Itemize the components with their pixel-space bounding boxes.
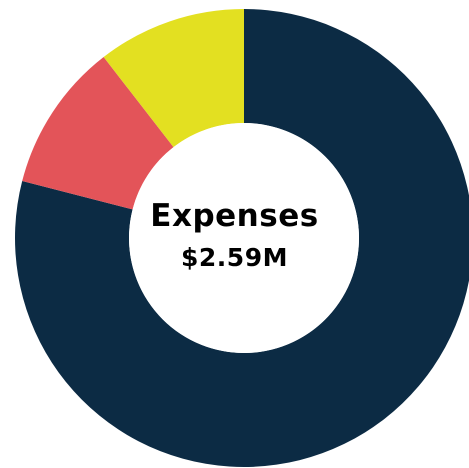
donut-slice-3 [103, 8, 244, 148]
donut-slice-2 [22, 57, 174, 210]
donut-hole [129, 123, 359, 353]
chart-center-value: $2.59M [181, 243, 288, 272]
chart-center-title: Expenses [150, 198, 319, 234]
donut-slice-1 [15, 9, 469, 467]
